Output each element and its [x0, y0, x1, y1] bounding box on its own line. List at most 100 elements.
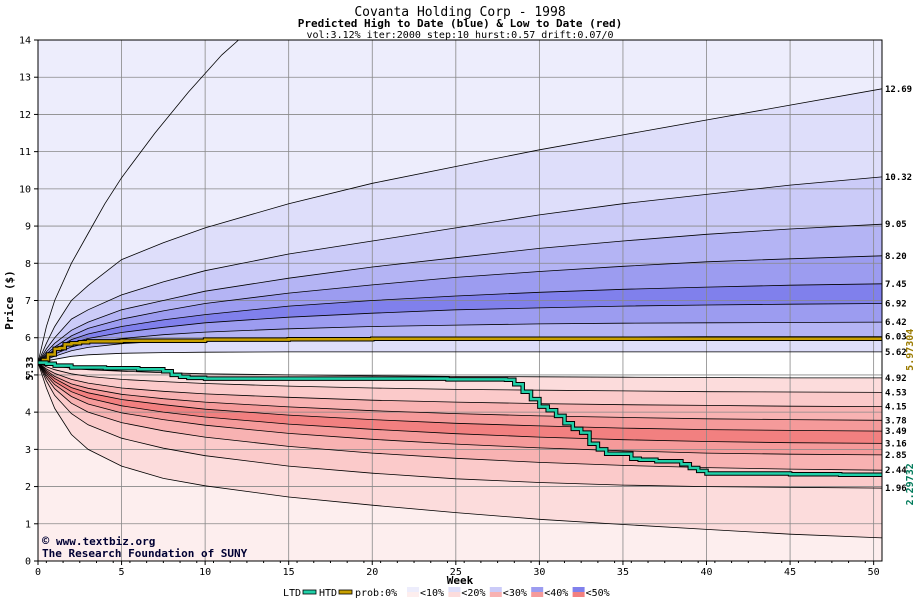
- y-tick-label: 10: [19, 184, 31, 195]
- y-tick-label: 2: [25, 482, 31, 493]
- quantile-end-label: 4.15: [885, 403, 907, 413]
- quantile-end-label: 5.62: [885, 348, 907, 358]
- quantile-line: [38, 362, 882, 456]
- quantile-end-label: 4.92: [885, 374, 907, 384]
- ltd-line: [38, 361, 882, 476]
- legend-item-label: <40%: [544, 588, 568, 599]
- x-tick-label: 30: [533, 567, 545, 578]
- quantile-end-label: 3.78: [885, 416, 907, 426]
- low-band-7: [38, 362, 882, 489]
- legend-swatch-red: [448, 592, 461, 597]
- x-tick-label: 50: [868, 567, 880, 578]
- quantile-end-label: 2.85: [885, 451, 907, 461]
- credit-org: The Research Foundation of SUNY: [42, 547, 248, 560]
- end-labels: 12.69 10.32 9.05 8.20 7.45 6.92 6.42 6.03 5.62 4.…: [25, 85, 916, 506]
- low-band-4: [38, 362, 882, 444]
- y-tick-label: 6: [25, 333, 31, 344]
- legend: LTD HTD prob:0% <10% <20% <30% <40% <50%: [283, 587, 610, 599]
- quantile-line: [38, 362, 882, 408]
- y-tick-label: 7: [25, 296, 31, 307]
- legend-swatch-blue: [407, 587, 419, 592]
- credit-block: © www.textbiz.org The Research Foundatio…: [42, 534, 248, 560]
- quantile-end-label: 6.92: [885, 299, 907, 309]
- high-band-3: [38, 224, 882, 363]
- legend-swatch-blue: [531, 587, 544, 592]
- quantile-end-label: 3.49: [885, 427, 907, 437]
- legend-swatch-blue: [489, 587, 502, 592]
- low-band-3: [38, 362, 882, 432]
- y-tick-label: 12: [19, 110, 31, 121]
- quantile-line: [38, 362, 882, 539]
- middle-band: [38, 351, 882, 378]
- x-tick-label: 5: [119, 567, 125, 578]
- y-tick-label: 13: [19, 73, 31, 84]
- legend-ltd-label: LTD: [283, 588, 301, 599]
- legend-swatch-red: [572, 592, 585, 597]
- high-band-6: [38, 303, 882, 363]
- high-band-0: [38, 40, 882, 363]
- legend-swatch-red: [489, 592, 502, 597]
- legend-prob-prefix: prob:0%: [355, 588, 397, 599]
- quantile-end-label: 4.53: [885, 388, 907, 398]
- x-tick-label: 25: [450, 567, 462, 578]
- x-tick-label: 35: [617, 567, 629, 578]
- legend-item-label: <30%: [503, 588, 527, 599]
- quantile-line: [38, 351, 882, 363]
- quantile-line: [38, 362, 882, 393]
- y-tick-label: 11: [19, 147, 31, 158]
- high-band-5: [38, 283, 882, 363]
- outer-high-line: [38, 40, 239, 363]
- low-band-2: [38, 362, 882, 421]
- x-tick-label: 45: [784, 567, 796, 578]
- y-tick-label: 14: [19, 36, 31, 47]
- low-band-8: [38, 362, 882, 538]
- low-band-6: [38, 362, 882, 471]
- legend-item-label: <50%: [586, 588, 610, 599]
- htd-end-label: 5.97304: [905, 329, 916, 371]
- y-tick-label: 5: [25, 370, 31, 381]
- high-band-7: [38, 322, 882, 363]
- legend-ltd-swatch: [302, 589, 317, 595]
- x-tick-label: 10: [199, 567, 211, 578]
- legend-swatch-red: [407, 592, 419, 597]
- high-band-2: [38, 176, 882, 363]
- y-tick-label: 9: [25, 222, 31, 233]
- low-band-5: [38, 362, 882, 455]
- quantile-end-label: 10.32: [885, 173, 912, 183]
- quantile-end-label: 12.69: [885, 85, 912, 95]
- quantile-end-label: 8.20: [885, 252, 907, 262]
- quantile-end-label: 2.44: [885, 466, 907, 476]
- quantile-end-label: 9.05: [885, 220, 907, 230]
- quantile-line: [38, 362, 882, 471]
- quantile-end-label: 1.96: [885, 484, 907, 494]
- ltd-end-label: 2.29732: [905, 463, 916, 505]
- price-paths: [38, 336, 882, 477]
- quantile-end-label: 7.45: [885, 280, 907, 290]
- start-price-label: 5.33: [25, 357, 36, 381]
- legend-swatch-red: [531, 592, 544, 597]
- x-tick-label: 40: [700, 567, 712, 578]
- legend-item-label: <20%: [461, 588, 485, 599]
- legend-item-label: <10%: [420, 588, 444, 599]
- x-axis-label: Week: [447, 574, 474, 587]
- y-tick-label: 8: [25, 259, 31, 270]
- quantile-end-label: 3.16: [885, 439, 907, 449]
- quantile-line: [38, 176, 882, 363]
- legend-htd-swatch: [338, 589, 353, 595]
- x-tick-label: 20: [366, 567, 378, 578]
- x-tick-label: 15: [283, 567, 295, 578]
- quantile-line: [38, 362, 882, 421]
- copyright-icon: ©: [42, 534, 50, 548]
- y-tick-label: 3: [25, 445, 31, 456]
- legend-htd-label: HTD: [319, 588, 337, 599]
- high-band-8: [38, 336, 882, 363]
- y-tick-label: 0: [25, 557, 31, 568]
- htd-line: [38, 337, 882, 364]
- high-band-4: [38, 255, 882, 363]
- legend-swatch-blue: [448, 587, 461, 592]
- low-band-9: [38, 362, 882, 561]
- quantile-end-label: 6.42: [885, 318, 907, 328]
- credit-site: www.textbiz.org: [56, 535, 155, 548]
- quantile-line: [38, 88, 882, 363]
